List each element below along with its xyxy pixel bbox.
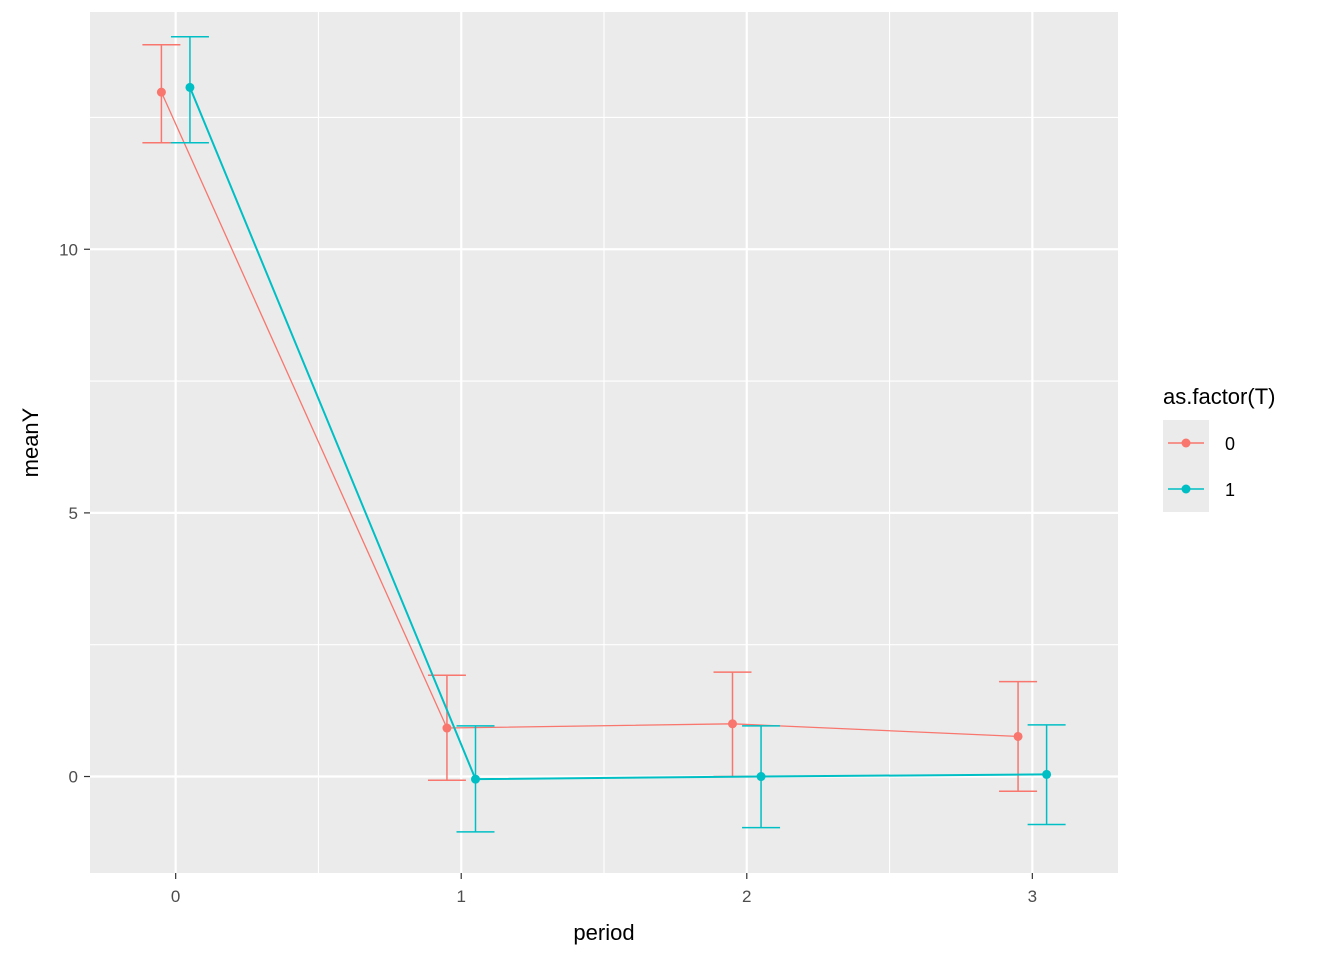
legend: as.factor(T) 0 1 <box>1163 384 1275 512</box>
y-tick-label: 10 <box>59 240 78 259</box>
series-1 <box>170 36 1066 833</box>
legend-label: 0 <box>1225 434 1235 454</box>
x-tick-label: 1 <box>456 887 465 906</box>
series-line <box>189 87 1047 781</box>
major-gridlines <box>90 12 1118 873</box>
y-tick-label: 0 <box>69 768 78 787</box>
y-axis: 0 5 10 <box>59 240 90 787</box>
data-point <box>185 82 195 92</box>
y-tick-label: 5 <box>69 504 78 523</box>
data-point <box>728 719 737 729</box>
data-point <box>756 772 766 782</box>
x-axis: 0 1 2 3 <box>171 873 1037 906</box>
data-point <box>156 87 166 97</box>
legend-item-0: 0 <box>1163 420 1235 466</box>
series-layer <box>142 36 1066 833</box>
legend-title: as.factor(T) <box>1163 384 1275 409</box>
y-axis-title: meanY <box>18 407 43 477</box>
series-line <box>160 91 1019 738</box>
x-tick-label: 2 <box>742 887 751 906</box>
x-tick-label: 3 <box>1028 887 1037 906</box>
legend-item-1: 1 <box>1163 466 1235 512</box>
data-point <box>1013 731 1023 741</box>
x-axis-title: period <box>573 920 634 945</box>
data-point <box>1042 769 1052 779</box>
legend-label: 1 <box>1225 480 1235 500</box>
data-point <box>442 723 452 733</box>
x-tick-label: 0 <box>171 887 180 906</box>
minor-gridlines <box>90 12 1118 873</box>
data-point <box>471 774 480 784</box>
